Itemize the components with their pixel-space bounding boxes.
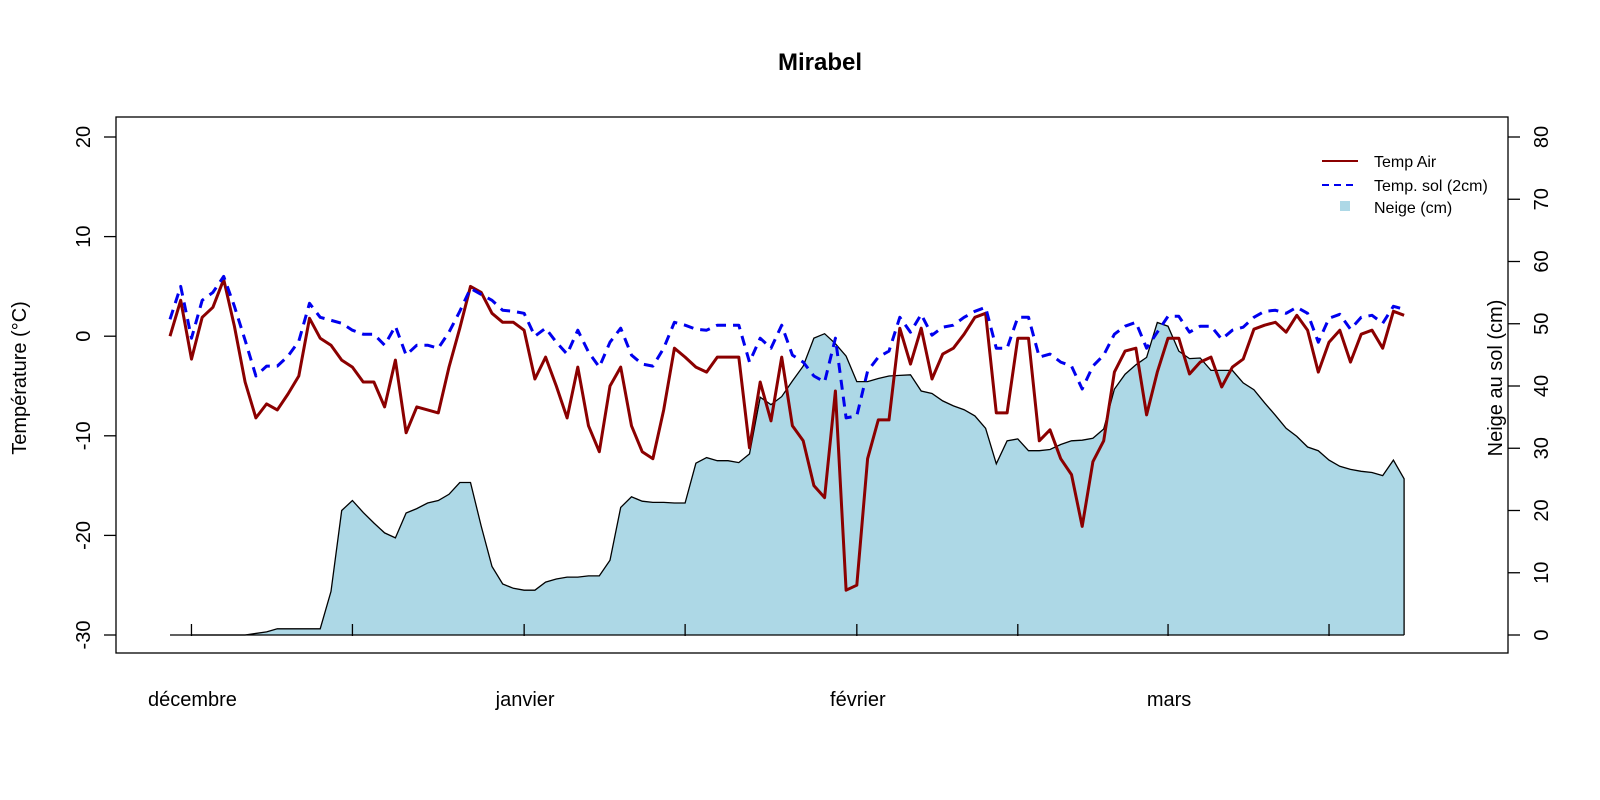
y-right-tick-label: 0 (1531, 629, 1553, 640)
y-left-tick-label: 0 (73, 331, 95, 342)
plot-area (168, 274, 1405, 636)
y-right-tick-label: 40 (1531, 375, 1553, 397)
x-tick-label: janvier (495, 689, 555, 711)
snow-depth-area (170, 322, 1405, 635)
y-right-tick-label: 80 (1531, 126, 1553, 148)
y-right-tick-label: 70 (1531, 188, 1553, 210)
chart-title: Mirabel (778, 49, 862, 76)
y-right-tick-label: 10 (1531, 562, 1553, 584)
soil-temperature-line (168, 274, 1405, 420)
snow-depth-outline (170, 321, 1405, 636)
y-axis-label-left: Température (°C) (9, 301, 31, 455)
air-temperature-line (168, 277, 1405, 592)
y-left-tick-label: -10 (73, 421, 95, 450)
y-left-tick-label: -30 (73, 621, 95, 650)
x-tick-label: décembre (148, 689, 237, 711)
axes: -30 -20 -10 0 10 20 0 10 20 30 40 50 60 70 80 décembre j… (73, 116, 1553, 711)
legend-label: Temp. sol (2cm) (1374, 178, 1488, 195)
y-axis-label-right: Neige au sol (cm) (1485, 300, 1507, 457)
legend-swatch-snow (1340, 201, 1350, 211)
x-tick-label: février (830, 689, 886, 711)
y-right-tick-label: 20 (1531, 499, 1553, 521)
y-right-tick-label: 60 (1531, 250, 1553, 272)
legend-label: Temp Air (1374, 154, 1437, 171)
legend: Temp Air Temp. sol (2cm) Neige (cm) (1322, 154, 1488, 217)
y-left-tick-label: 10 (73, 225, 95, 247)
y-left-tick-label: -20 (73, 521, 95, 550)
y-right-tick-label: 30 (1531, 437, 1553, 459)
y-left-tick-label: 20 (73, 126, 95, 148)
y-right-tick-label: 50 (1531, 313, 1553, 335)
legend-label: Neige (cm) (1374, 200, 1452, 217)
plot-frame (115, 116, 1509, 654)
x-tick-label: mars (1147, 689, 1191, 711)
